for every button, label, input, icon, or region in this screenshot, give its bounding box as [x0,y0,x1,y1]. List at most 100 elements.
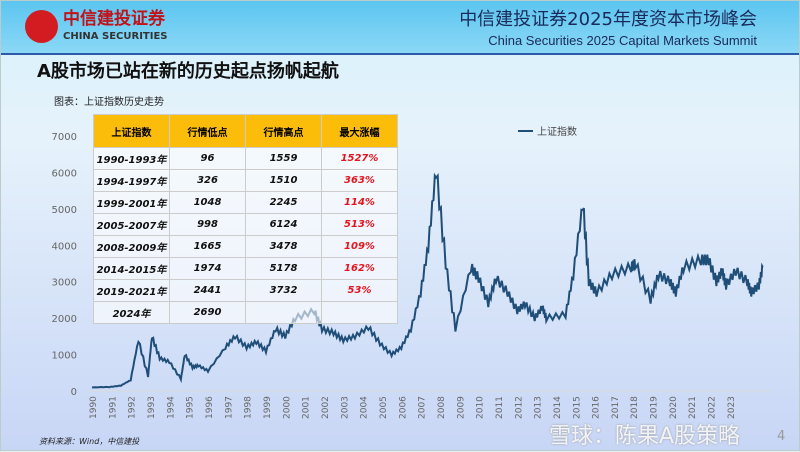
x-tick-label: 2023 [727,396,737,419]
x-tick-label: 1997 [224,396,234,419]
table-cell: 2019-2021年 [93,279,170,302]
x-tick-label: 1993 [147,396,157,419]
table-row: 2008-2009年 1665 3478 109% [93,235,398,258]
index-line [91,172,764,389]
x-tick-label: 2014 [553,396,563,419]
x-tick-label: 2002 [321,396,331,419]
table-cell: 1527% [321,147,398,170]
x-tick-label: 1991 [108,396,118,419]
x-tick-label: 2012 [514,396,524,419]
x-tick-label: 1999 [263,396,273,419]
chart-caption: 图表：上证指数历史走势 [54,97,164,108]
table-cell: 1994-1997年 [93,169,170,192]
y-tick-label: 1000 [52,351,77,362]
table-cell: 1665 [169,235,246,258]
watermark: 雪球：陈果A股策略 [549,424,741,449]
y-tick-label: 3000 [52,278,77,289]
y-tick-label: 2000 [52,314,77,325]
table-cell: 3732 [245,279,322,302]
x-tick-label: 2020 [669,396,679,419]
table-cell: 513% [321,213,398,236]
table-cell: 162% [321,257,398,280]
table-cell: 2005-2007年 [93,213,170,236]
summit-title-cn: 中信建投证券2025年度资本市场峰会 [459,9,757,30]
table-cell: 2441 [169,279,246,302]
table-cell: 1559 [245,147,322,170]
table-cell: 3478 [245,235,322,258]
y-tick-label: 6000 [52,168,77,179]
table-cell: 96 [169,147,246,170]
column-header: 行情高点 [245,114,322,148]
x-tick-label: 2021 [688,396,698,419]
header-bar: 中信建投证券 CHINA SECURITIES 中信建投证券2025年度资本市场… [1,1,799,55]
table-row: 1999-2001年 1048 2245 114% [93,191,398,214]
table-cell: 5178 [245,257,322,280]
table-cell: 1048 [169,191,246,214]
table-cell: 326 [169,169,246,192]
x-tick-label: 2009 [456,396,466,419]
x-tick-label: 1996 [205,396,215,419]
table-cell: 2008-2009年 [93,235,170,258]
column-header: 行情低点 [169,114,246,148]
x-tick-label: 2018 [630,396,640,419]
table-row: 1990-1993年 96 1559 1527% [93,147,398,170]
x-tick-label: 1995 [186,396,196,419]
table-cell: 1974 [169,257,246,280]
table-row: 1994-1997年 326 1510 363% [93,169,398,192]
x-tick-label: 2011 [495,396,505,419]
x-tick-label: 2004 [360,396,370,419]
x-tick-label: 2022 [708,396,718,419]
x-tick-label: 1998 [244,396,254,419]
table-cell: 2245 [245,191,322,214]
x-tick-label: 2010 [476,396,486,419]
y-tick-label: 5000 [52,205,77,216]
china-securities-logo-icon [25,10,58,43]
x-tick-label: 2007 [418,396,428,419]
table-cell: 114% [321,191,398,214]
x-tick-label: 2000 [282,396,292,419]
table-cell: 1990-1993年 [93,147,170,170]
y-tick-label: 7000 [52,132,77,143]
table-row: 2024年 2690 [93,301,398,324]
table-cell: 6124 [245,213,322,236]
table-row: 2014-2015年 1974 5178 162% [93,257,398,280]
table-cell: 1510 [245,169,322,192]
source-note: 资料来源：Wind，中信建投 [39,437,140,446]
logo-text-en: CHINA SECURITIES [63,31,168,42]
table-cell: 109% [321,235,398,258]
x-tick-label: 2006 [398,396,408,419]
table-cell: 2690 [169,301,246,324]
legend-label: 上证指数 [537,125,577,138]
summit-title-en: China Securities 2025 Capital Markets Su… [488,33,757,48]
table-cell: 998 [169,213,246,236]
x-tick-label: 1990 [89,396,99,419]
y-tick-label: 0 [71,387,77,398]
table-cell: 53% [321,279,398,302]
logo-text-cn: 中信建投证券 [63,9,165,29]
table-cell: 2024年 [93,301,170,324]
x-tick-label: 2019 [650,396,660,419]
x-tick-label: 2016 [592,396,602,419]
x-tick-label: 2001 [302,396,312,419]
x-tick-label: 2015 [572,396,582,419]
table-cell: 1999-2001年 [93,191,170,214]
table-cell [321,301,398,324]
slide-title: A股市场已站在新的历史起点扬帆起航 [37,61,339,82]
rally-table: 上证指数 行情低点 行情高点 最大涨幅 1990-1993年 96 1559 1527% 19… [93,114,398,324]
column-header: 最大涨幅 [321,114,398,148]
page-number: 4 [777,429,786,444]
x-tick-label: 1994 [166,396,176,419]
table-row: 2005-2007年 998 6124 513% [93,213,398,236]
x-tick-label: 2017 [611,396,621,419]
table-row: 2019-2021年 2441 3732 53% [93,279,398,302]
x-tick-label: 1992 [128,396,138,419]
table-cell: 363% [321,169,398,192]
table-cell: 2014-2015年 [93,257,170,280]
y-tick-label: 4000 [52,241,77,252]
table-cell [245,301,322,324]
x-tick-label: 2003 [340,396,350,419]
table-header: 上证指数 行情低点 行情高点 最大涨幅 [93,114,398,148]
x-tick-label: 2005 [379,396,389,419]
